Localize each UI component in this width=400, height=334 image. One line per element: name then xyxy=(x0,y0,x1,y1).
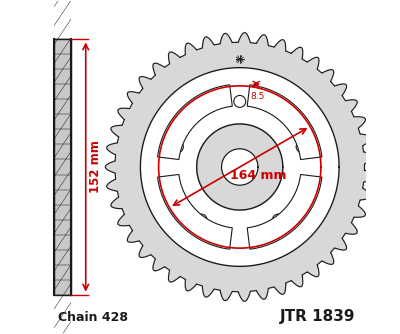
Polygon shape xyxy=(222,149,258,185)
Circle shape xyxy=(296,141,308,153)
Polygon shape xyxy=(158,85,232,160)
Bar xyxy=(54,39,71,295)
Polygon shape xyxy=(140,67,339,267)
Polygon shape xyxy=(247,85,322,160)
Circle shape xyxy=(272,214,284,226)
Circle shape xyxy=(172,141,183,153)
Text: 164 mm: 164 mm xyxy=(230,169,286,182)
Text: Chain 428: Chain 428 xyxy=(58,311,128,324)
Polygon shape xyxy=(158,174,232,249)
Text: JTR 1839: JTR 1839 xyxy=(280,309,356,324)
Polygon shape xyxy=(197,124,283,210)
Circle shape xyxy=(234,96,246,107)
Polygon shape xyxy=(247,174,322,249)
Text: 8.5: 8.5 xyxy=(251,93,265,102)
Text: 152 mm: 152 mm xyxy=(88,141,102,193)
Circle shape xyxy=(195,214,207,226)
Polygon shape xyxy=(105,33,374,301)
